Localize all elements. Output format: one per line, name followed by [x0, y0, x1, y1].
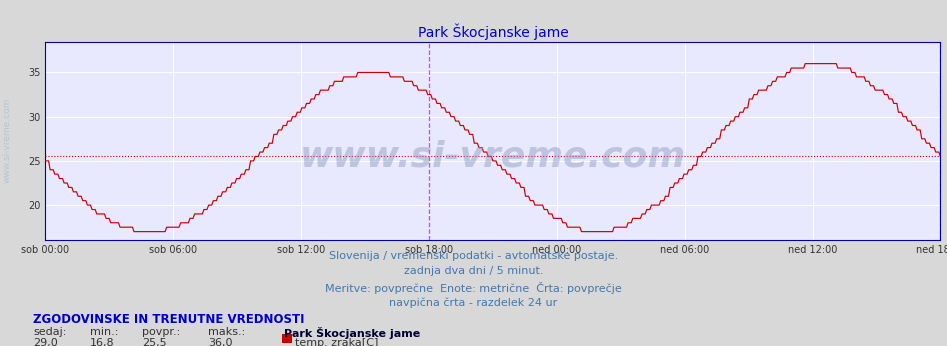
- Text: Park Škocjanske jame: Park Škocjanske jame: [284, 327, 420, 339]
- Text: Meritve: povprečne  Enote: metrične  Črta: povprečje: Meritve: povprečne Enote: metrične Črta:…: [325, 282, 622, 294]
- Text: navpična črta - razdelek 24 ur: navpična črta - razdelek 24 ur: [389, 298, 558, 308]
- Text: Slovenija / vremenski podatki - avtomatske postaje.: Slovenija / vremenski podatki - avtomats…: [329, 251, 618, 261]
- Text: 36,0: 36,0: [208, 338, 233, 346]
- Text: sedaj:: sedaj:: [33, 327, 66, 337]
- Text: povpr.:: povpr.:: [142, 327, 180, 337]
- Text: www.si-vreme.com: www.si-vreme.com: [300, 140, 686, 174]
- Text: www.si-vreme.com: www.si-vreme.com: [3, 98, 12, 183]
- Text: 29,0: 29,0: [33, 338, 58, 346]
- Text: zadnja dva dni / 5 minut.: zadnja dva dni / 5 minut.: [403, 266, 544, 276]
- Title: Park Škocjanske jame: Park Škocjanske jame: [418, 24, 568, 40]
- Text: 16,8: 16,8: [90, 338, 115, 346]
- Text: temp. zraka[C]: temp. zraka[C]: [295, 338, 379, 346]
- Text: min.:: min.:: [90, 327, 118, 337]
- Text: ZGODOVINSKE IN TRENUTNE VREDNOSTI: ZGODOVINSKE IN TRENUTNE VREDNOSTI: [33, 313, 305, 326]
- Text: 25,5: 25,5: [142, 338, 167, 346]
- Text: maks.:: maks.:: [208, 327, 245, 337]
